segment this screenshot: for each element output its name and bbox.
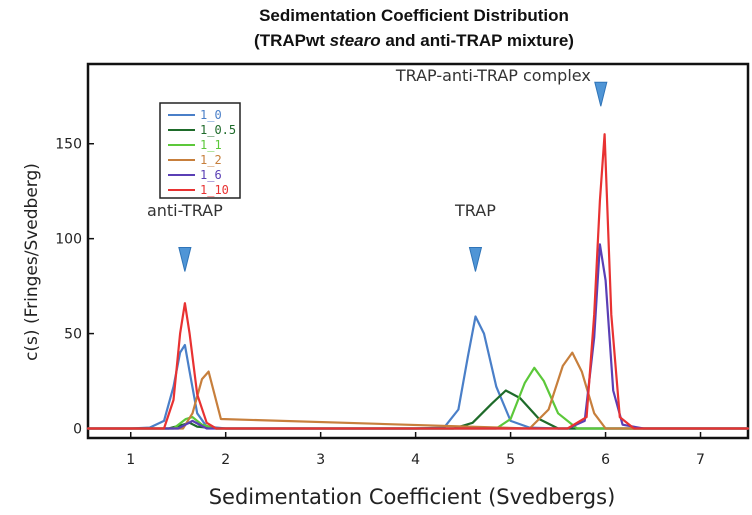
chart-title-line2-italic: stearo [330,31,381,50]
series-line-4 [86,243,750,430]
plot-frame [86,62,750,440]
legend-label-0: 1_0 [200,108,222,122]
x-tick-label: 2 [221,452,230,468]
y-tick-label: 150 [55,137,82,153]
legend: 1_01_0.51_11_21_61_10 [159,102,241,199]
legend-box [159,102,241,199]
y-axis-label: c(s) (Fringes/Svedberg) [22,163,42,361]
x-tick-label: 3 [316,452,325,468]
series-line-5 [86,133,750,430]
x-tick-label: 6 [601,452,610,468]
legend-label-3: 1_2 [200,153,222,167]
series-line-2 [86,366,750,430]
x-tick-label: 7 [696,452,705,468]
annotations: anti-TRAP TRAP TRAP-anti-TRAP complex [147,66,608,272]
annotation-label-0: anti-TRAP [147,201,223,220]
annotation-arrow-2 [594,81,608,107]
legend-label-1: 1_0.5 [200,123,236,137]
chart-title-line2-suffix: and anti-TRAP mixture) [381,31,574,50]
annotation-arrow-1 [468,246,483,272]
y-tick-label: 0 [73,422,82,438]
x-tick-label: 4 [411,452,420,468]
chart-title-line1: Sedimentation Coefficient Distribution [259,6,569,25]
annotation-label-1: TRAP [454,201,496,220]
legend-label-2: 1_1 [200,138,222,152]
annotation-arrow-0 [178,246,192,272]
x-axis-label: Sedimentation Coefficient (Svedbergs) [209,485,616,509]
y-tick-label: 100 [55,232,82,248]
y-tick-label: 50 [64,327,82,343]
series-line-3 [86,351,750,430]
x-tick-label: 5 [506,452,515,468]
series-line-0 [86,315,750,430]
chart-title-line2: (TRAPwt stearo and anti-TRAP mixture) [254,31,574,50]
legend-label-4: 1_6 [200,168,222,182]
chart-title-line2-prefix: (TRAPwt [254,31,330,50]
legend-label-5: 1_10 [200,183,229,197]
annotation-label-2: TRAP-anti-TRAP complex [395,66,591,85]
x-axis-ticks: 1 2 3 4 5 6 7 [126,432,705,468]
x-tick-label: 1 [126,452,135,468]
series-lines [86,133,750,430]
